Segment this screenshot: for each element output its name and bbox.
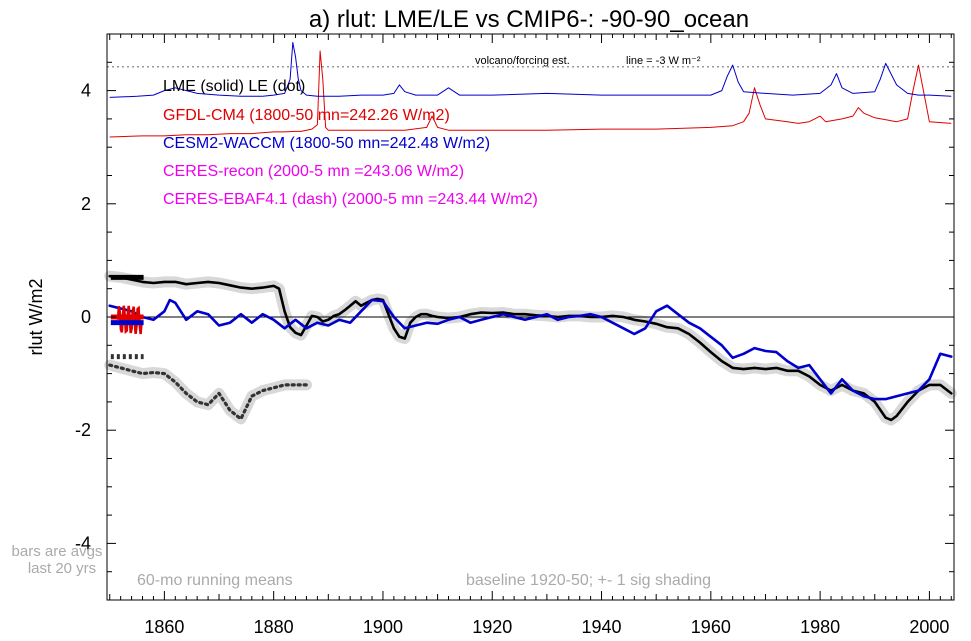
legend-gfdl: GFDL-CM4 (1800-50 mn=242.26 W/m2) — [163, 107, 450, 124]
running-mean-note: 60-mo running means — [137, 572, 293, 589]
y-tick-label: 0 — [81, 307, 91, 327]
legend-lme-le: LME (solid) LE (dot) — [163, 78, 305, 95]
series-line-le — [108, 363, 309, 421]
shading-lme — [104, 270, 957, 426]
x-tick-label: 1880 — [254, 617, 294, 637]
annotations: volcano/forcing est. line = -3 W m⁻² 60-… — [12, 55, 712, 589]
legend-ceres-ebaf: CERES-EBAF4.1 (dash) (2000-5 mn =243.44 … — [163, 191, 538, 208]
chart-title: a) rlut: LME/LE vs CMIP6-: -90-90_ocean — [309, 6, 749, 33]
x-tick-label: 1980 — [800, 617, 840, 637]
reference-lines — [107, 66, 954, 318]
volcano-label: volcano/forcing est. — [475, 55, 570, 67]
series-line-cesm2-waccm — [108, 298, 953, 401]
bars-note-line2: last 20 yrs — [28, 560, 96, 577]
forcing-line-cesm2-waccm — [109, 42, 952, 98]
legend-ceres-recon: CERES-recon (2000-5 mn =243.06 W/m2) — [163, 163, 464, 180]
axes: 1860 1880 1900 1920 1940 1960 1980 2000 -4 -2 0 2 4 — [75, 33, 954, 637]
line-label: line = -3 W m⁻² — [626, 55, 701, 67]
legend: LME (solid) LE (dot) GFDL-CM4 (1800-50 m… — [163, 78, 538, 208]
y-axis-label: rlut W/m2 — [26, 278, 46, 355]
series-layer — [108, 42, 953, 422]
x-tick-label: 1940 — [582, 617, 622, 637]
shading-layer — [104, 270, 957, 426]
x-tick-label: 1960 — [691, 617, 731, 637]
x-tick-label: 1860 — [144, 617, 184, 637]
y-tick-label: 2 — [81, 194, 91, 214]
y-tick-label: -2 — [75, 420, 91, 440]
forcing-line-gfdl-cm4 — [109, 50, 952, 138]
avg-bars — [110, 274, 144, 360]
y-tick-label: -4 — [75, 533, 91, 553]
x-tick-label: 1900 — [363, 617, 403, 637]
bars-note-line1: bars are avgs — [12, 543, 103, 560]
baseline-note: baseline 1920-50; +- 1 sig shading — [466, 572, 711, 589]
x-tick-label: 2000 — [909, 617, 949, 637]
legend-cesm2: CESM2-WACCM (1800-50 mn=242.48 W/m2) — [163, 135, 490, 152]
x-tick-label: 1920 — [472, 617, 512, 637]
y-tick-label: 4 — [81, 81, 91, 101]
series-line-lme — [108, 274, 953, 422]
